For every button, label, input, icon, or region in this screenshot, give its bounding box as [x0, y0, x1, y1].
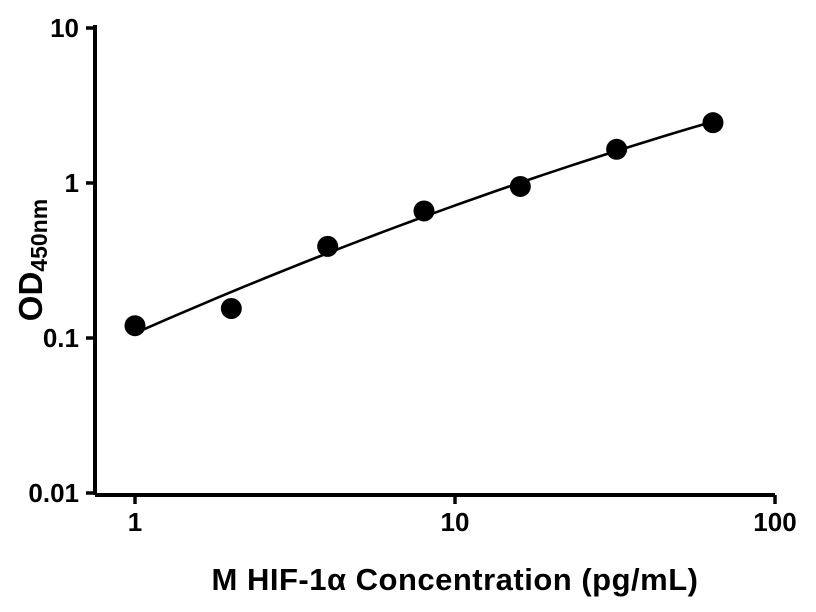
x-tick-label: 10 [441, 507, 470, 537]
y-tick-label: 10 [50, 13, 79, 43]
y-tick-label: 1 [65, 168, 79, 198]
x-tick-label: 100 [753, 507, 796, 537]
data-point [220, 297, 242, 319]
x-tick-label: 1 [128, 507, 142, 537]
y-tick-label: 0.01 [28, 478, 79, 508]
data-point [606, 138, 628, 160]
y-axis-label-subscript: 450nm [26, 198, 52, 272]
data-point [509, 175, 531, 197]
data-point [413, 200, 435, 222]
data-point [124, 315, 146, 337]
x-axis-label: M HIF-1α Concentration (pg/mL) [211, 562, 699, 597]
y-axis-label-main: OD [12, 271, 49, 322]
y-axis-label: OD450nm [12, 198, 52, 322]
data-point [317, 235, 339, 257]
y-tick-label: 0.1 [43, 323, 79, 353]
data-point [702, 112, 724, 134]
